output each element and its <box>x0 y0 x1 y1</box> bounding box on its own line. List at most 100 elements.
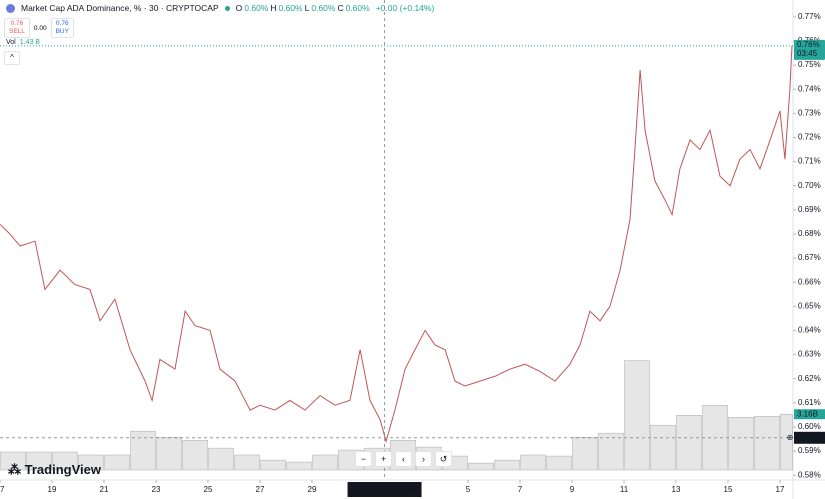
sell-button[interactable]: 0.76 SELL <box>4 18 30 38</box>
y-tick-label: 0.68% <box>798 229 821 238</box>
buy-price: 0.76 <box>55 20 69 27</box>
y-tick-label: 0.69% <box>798 205 821 214</box>
volume-bar <box>312 454 338 471</box>
vol-label: Vol <box>6 39 16 46</box>
change: +0.00 (+0.14%) <box>375 3 435 13</box>
y-tick-label: 0.63% <box>798 350 821 359</box>
x-tick-label: 17 <box>0 485 5 494</box>
x-tick-label: 23 <box>152 485 161 494</box>
ohlc: O 0.60% H 0.60% L 0.60% C 0.60% <box>236 3 370 13</box>
zoom-controls: − + ‹ › ↺ <box>355 451 452 467</box>
volume-bar <box>182 439 208 471</box>
logo: ⁂ TradingView <box>8 462 101 477</box>
sell-label: SELL <box>9 28 25 35</box>
volume-bar <box>728 417 754 471</box>
crosshair-y-label: 0.60% <box>803 433 825 442</box>
volume-last-label: 3.16B <box>797 409 818 418</box>
volume-bar <box>260 459 286 471</box>
symbol-icon <box>6 3 15 13</box>
x-tick-label: 7 <box>518 485 523 494</box>
volume-bar <box>208 447 234 471</box>
volume-bar <box>572 436 598 471</box>
volume-bar <box>130 430 156 471</box>
y-tick-label: 0.72% <box>798 133 821 142</box>
buy-label: BUY <box>55 28 69 35</box>
crosshair-x-box <box>347 482 422 497</box>
crosshair-x-label: Tue 01 Jul '25 19:00 <box>349 485 422 494</box>
x-tick-label: 17 <box>776 485 785 494</box>
volume-bar <box>546 455 572 471</box>
y-tick-label: 0.59% <box>798 446 821 455</box>
x-tick-label: 25 <box>204 485 213 494</box>
ohlc-value: 0.60% <box>244 3 269 13</box>
y-tick-label: 0.58% <box>798 470 821 479</box>
countdown-label: 03:45 <box>797 49 818 58</box>
x-tick-label: 29 <box>308 485 317 494</box>
volume-bar <box>468 462 494 471</box>
y-tick-label: 0.67% <box>798 253 821 262</box>
x-tick-label: 9 <box>570 485 575 494</box>
scroll-left[interactable]: ‹ <box>395 451 412 467</box>
vol-value: 1.43 B <box>19 39 40 46</box>
x-tick-label: 5 <box>466 485 471 494</box>
collapse-button[interactable]: ^ <box>4 51 20 65</box>
volume-bar <box>156 436 182 471</box>
y-tick-label: 0.64% <box>798 326 821 335</box>
x-tick-label: 15 <box>724 485 733 494</box>
volume-bar <box>754 415 780 471</box>
crosshair-y-box <box>794 431 825 444</box>
scroll-right[interactable]: › <box>415 451 432 467</box>
volume-bar <box>650 424 676 471</box>
last-price-label: 0.76% <box>797 40 820 49</box>
y-tick-label: 0.66% <box>798 277 821 286</box>
volume-bar <box>104 454 130 471</box>
buy-button[interactable]: 0.76 BUY <box>50 18 74 38</box>
x-tick-label: 27 <box>256 485 265 494</box>
ohlc-key: L <box>304 3 310 13</box>
y-tick-label: 0.74% <box>798 84 821 93</box>
volume-bar <box>598 432 624 471</box>
y-tick-label: 0.71% <box>798 157 821 166</box>
ohlc-value: 0.60% <box>311 3 336 13</box>
ohlc-key: C <box>337 3 344 13</box>
y-tick-label: 0.62% <box>798 374 821 383</box>
ohlc-key: H <box>270 3 277 13</box>
volume-bar <box>52 451 78 471</box>
y-tick-label: 0.77% <box>798 12 821 21</box>
logo-text: TradingView <box>24 462 101 477</box>
y-tick-label: 0.60% <box>798 422 821 431</box>
volume-legend: Vol 1.43 B <box>6 39 40 46</box>
trade-buttons: 0.76 SELL 0.00 0.76 BUY <box>4 18 74 38</box>
ohlc-value: 0.60% <box>278 3 303 13</box>
volume-bar <box>780 414 793 471</box>
volume-bar <box>0 451 26 471</box>
legend-header: Market Cap ADA Dominance, % · 30 · CRYPT… <box>6 3 434 13</box>
symbol: Market Cap ADA Dominance, % · 30 · CRYPT… <box>21 3 219 13</box>
last-price-box <box>794 39 825 60</box>
y-tick-label: 0.73% <box>798 108 821 117</box>
ohlc-value: 0.60% <box>345 3 370 13</box>
spread: 0.00 <box>33 24 47 32</box>
crosshair-y-icon: ⊕ <box>787 433 794 442</box>
x-tick-label: 19 <box>48 485 57 494</box>
zoom-out[interactable]: − <box>355 451 372 467</box>
y-tick-label: 0.75% <box>798 60 821 69</box>
volume-bar <box>286 461 312 471</box>
x-tick-label: 21 <box>100 485 109 494</box>
volume-bar <box>26 451 52 471</box>
volume-bar <box>624 360 650 471</box>
y-tick-label: 0.61% <box>798 398 821 407</box>
x-tick-label: 11 <box>620 485 629 494</box>
volume-bar <box>676 415 702 471</box>
status-dot <box>224 5 230 11</box>
reset[interactable]: ↺ <box>435 451 452 467</box>
x-tick-label: 13 <box>672 485 681 494</box>
ohlc-key: O <box>235 3 243 13</box>
y-tick-label: 0.70% <box>798 181 821 190</box>
sell-price: 0.76 <box>10 20 24 27</box>
volume-label-box <box>794 409 825 420</box>
zoom-in[interactable]: + <box>375 451 392 467</box>
volume-bar <box>520 454 546 471</box>
